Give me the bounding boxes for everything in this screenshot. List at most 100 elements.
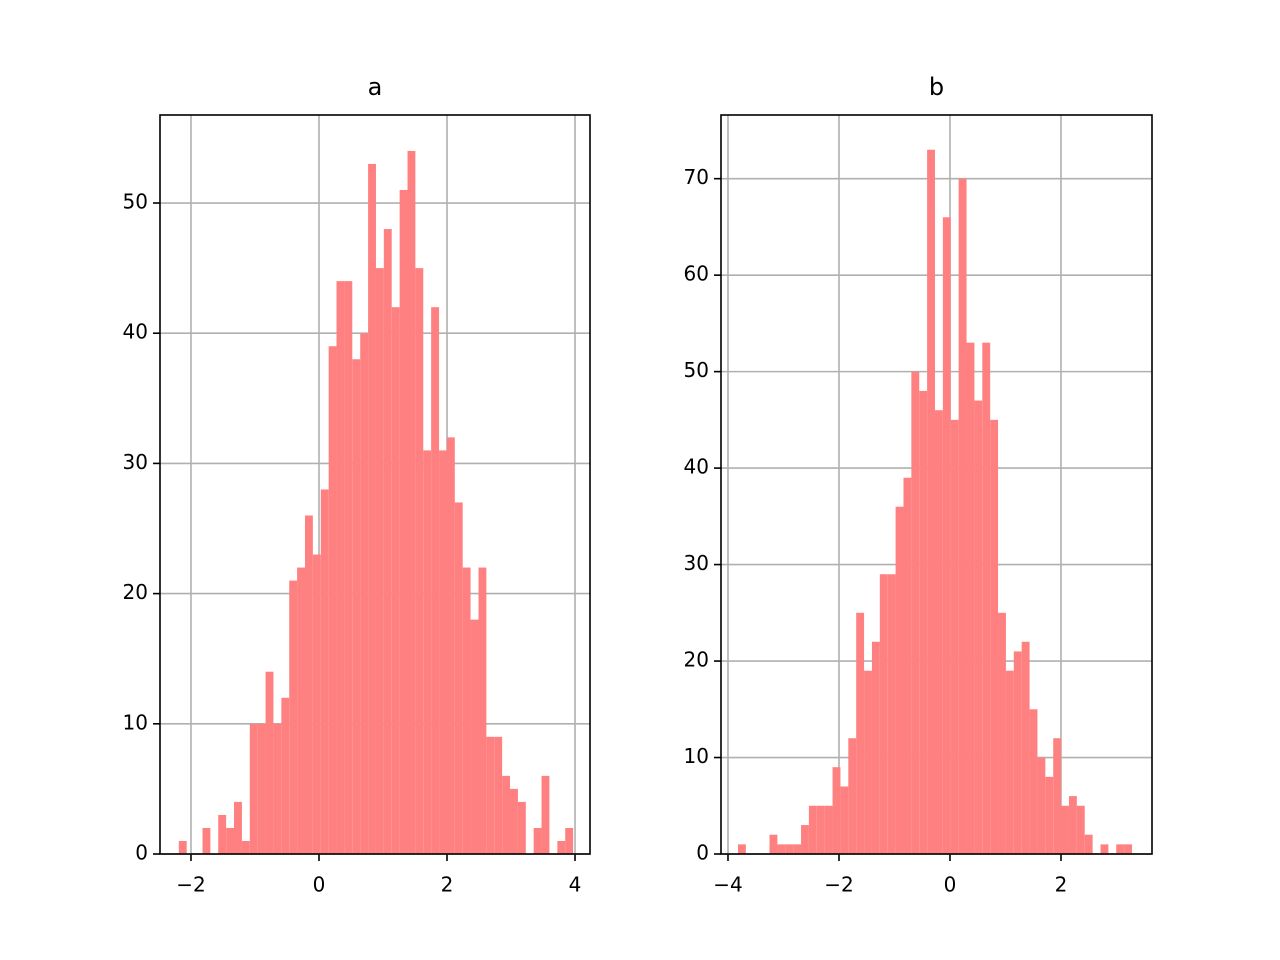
histogram-bar <box>1029 709 1038 854</box>
x-tick-label: 2 <box>1055 873 1068 897</box>
histogram-bar <box>533 827 542 854</box>
histogram-bar <box>998 612 1006 854</box>
y-tick-label: 0 <box>696 841 709 865</box>
histogram-bar <box>879 574 888 854</box>
y-tick-label: 20 <box>123 580 148 604</box>
histogram-bar <box>974 400 983 854</box>
histogram-bar <box>273 723 282 854</box>
histogram-bar <box>328 346 337 854</box>
histogram-bar <box>320 489 329 854</box>
histogram-bar <box>368 163 376 854</box>
histogram-bar <box>864 670 872 854</box>
histogram-bar <box>958 178 967 854</box>
histogram-bar <box>1061 805 1069 854</box>
histogram-bar <box>1100 844 1109 854</box>
histogram-bar <box>1021 641 1030 854</box>
histogram-bar <box>281 697 290 854</box>
histogram-bar <box>226 827 234 854</box>
histogram-bar <box>446 437 455 854</box>
x-tick-label: 0 <box>944 873 957 897</box>
histogram-bar <box>391 307 400 854</box>
x-tick-label: 0 <box>313 873 326 897</box>
histogram-bar <box>383 229 392 854</box>
y-tick-label: 50 <box>123 190 148 214</box>
y-tick-label: 0 <box>135 841 148 865</box>
histogram-bar <box>312 554 321 854</box>
x-tick-label: 2 <box>441 873 454 897</box>
histogram-bar <box>297 567 305 854</box>
histogram-bar <box>990 419 999 854</box>
histogram-bar <box>360 333 369 855</box>
histogram-bar <box>1045 776 1054 854</box>
histogram-bar <box>903 477 912 854</box>
histogram-bar <box>737 844 746 854</box>
histogram-bar <box>1124 844 1133 854</box>
y-tick-label: 10 <box>123 710 148 734</box>
histogram-bar <box>462 567 471 854</box>
histogram-bar <box>336 281 345 854</box>
histogram-bar <box>202 827 211 854</box>
histogram-bar <box>808 805 817 854</box>
histogram-bar <box>249 723 258 854</box>
histogram-bar <box>478 567 487 854</box>
histogram-bar <box>265 671 274 854</box>
histogram-bar <box>1037 757 1046 854</box>
histogram-bar <box>769 834 778 854</box>
y-tick-label: 60 <box>684 262 709 286</box>
histogram-bar <box>927 149 936 854</box>
histogram-bar <box>541 775 550 854</box>
histogram-bar <box>856 612 865 854</box>
histogram-bar <box>848 738 857 854</box>
histogram-bar <box>565 827 574 854</box>
histogram-bar <box>502 775 510 854</box>
histogram-bar <box>1084 834 1093 854</box>
histogram-bar <box>1076 805 1085 854</box>
histogram-bar <box>1005 670 1014 854</box>
histogram-bar <box>517 801 526 854</box>
histogram-bar <box>895 506 904 854</box>
histogram-bar <box>785 844 794 854</box>
x-tick-label: −4 <box>713 873 742 897</box>
histogram-bar <box>777 844 786 854</box>
histogram-bar <box>431 307 440 854</box>
histogram-bar <box>423 450 432 854</box>
y-tick-label: 40 <box>123 320 148 344</box>
y-tick-label: 50 <box>684 358 709 382</box>
axes-frame <box>720 114 1153 855</box>
histogram-bar <box>415 268 424 854</box>
histogram-bar <box>911 371 920 854</box>
histogram-bar <box>289 580 298 854</box>
histogram-bar <box>178 840 187 854</box>
y-tick-label: 30 <box>123 450 148 474</box>
histogram-bar <box>439 450 447 854</box>
histogram-bar <box>399 189 408 854</box>
histogram-bar <box>233 801 242 854</box>
histogram-bar <box>871 641 880 854</box>
histogram-bar <box>257 723 266 854</box>
histogram-bar <box>494 736 503 854</box>
histogram-bar <box>486 736 495 854</box>
histogram-bar <box>304 515 313 854</box>
y-tick-label: 40 <box>684 455 709 479</box>
histogram-bar <box>793 844 802 854</box>
y-tick-label: 70 <box>684 165 709 189</box>
histogram-bar <box>375 268 384 854</box>
histogram-bar <box>824 805 833 854</box>
axes-frame <box>159 114 591 855</box>
histogram-bar <box>919 390 928 854</box>
histogram-bar <box>840 786 849 854</box>
histogram-bar <box>887 574 896 854</box>
histogram-bar <box>832 767 841 854</box>
y-tick-label: 20 <box>684 648 709 672</box>
histogram-bar <box>801 825 809 854</box>
histogram-bar <box>1053 738 1062 854</box>
histogram-bar <box>942 217 951 855</box>
histogram-bar <box>557 840 566 854</box>
histogram-bar <box>816 805 825 854</box>
y-tick-label: 30 <box>684 551 709 575</box>
histogram-bar <box>218 814 227 854</box>
histogram-bar <box>509 788 518 854</box>
histogram-bar <box>352 359 361 854</box>
histogram-bar <box>407 150 416 855</box>
